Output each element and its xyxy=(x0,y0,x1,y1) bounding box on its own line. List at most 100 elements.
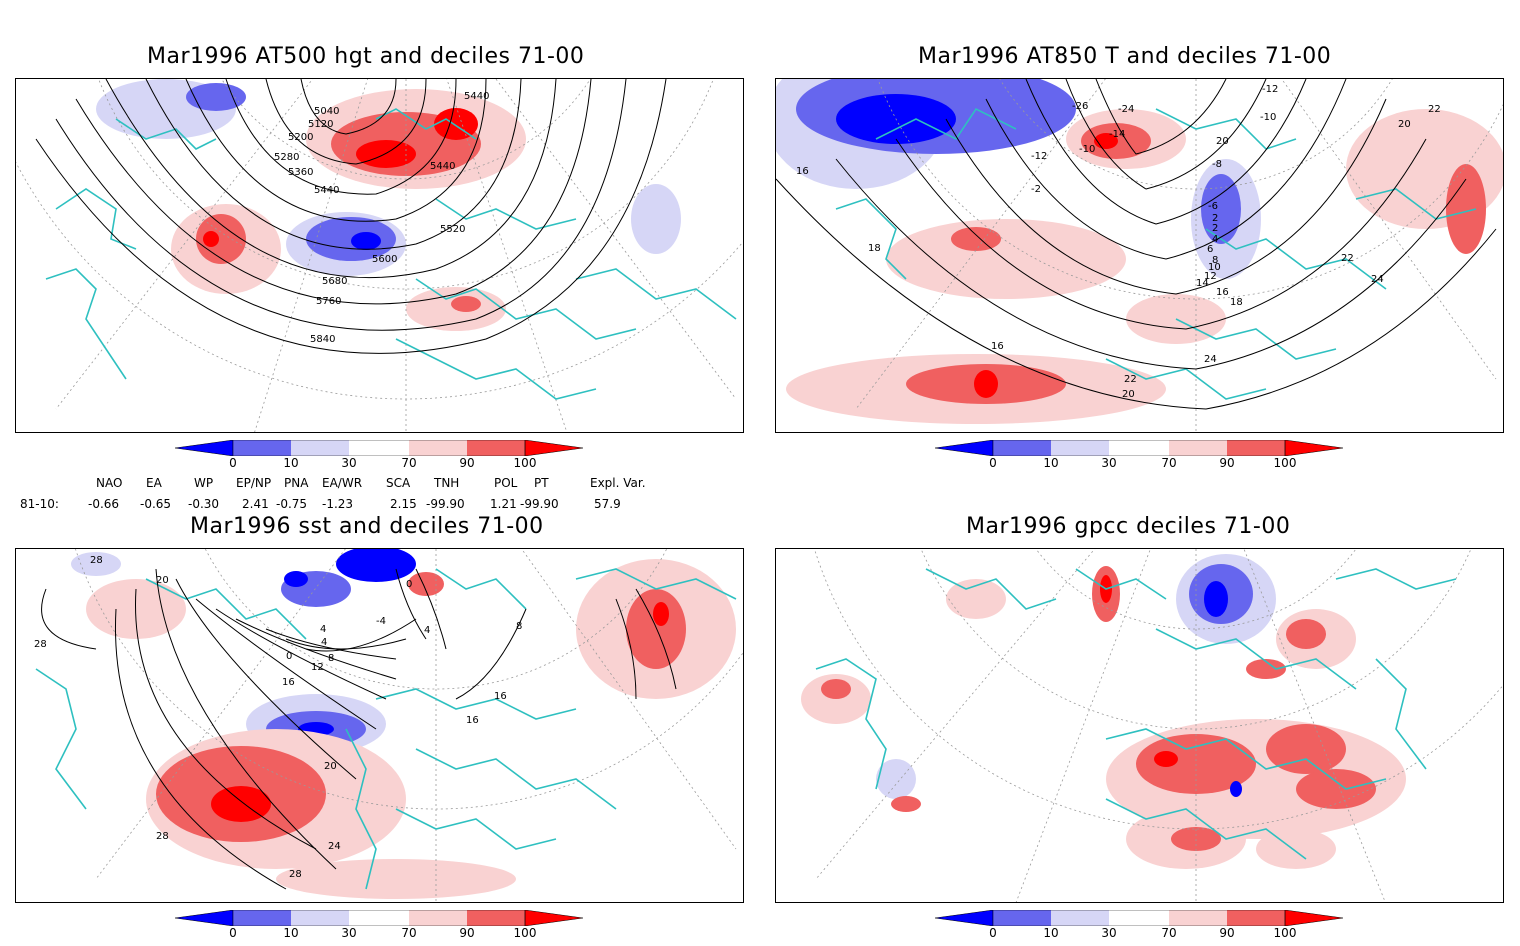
contour-label: 5440 xyxy=(314,185,339,196)
contour-label: 2 xyxy=(1212,213,1218,224)
colorbar-tick: 10 xyxy=(283,456,299,470)
contour-label: -8 xyxy=(1212,159,1222,170)
colorbar-tick: 0 xyxy=(989,926,997,940)
contour-label: 4 xyxy=(1212,234,1218,245)
colorbar-tick: 90 xyxy=(459,926,475,940)
contour-label: 5600 xyxy=(372,254,397,265)
contour-label: 20 xyxy=(1122,389,1135,400)
colorbar-tick: 70 xyxy=(1161,926,1177,940)
contour-label: -24 xyxy=(1118,104,1134,115)
contour-label: 16 xyxy=(991,341,1004,352)
index-header: PT xyxy=(534,476,549,490)
contour-label: 20 xyxy=(1398,119,1411,130)
panel-title-gpcc: Mar1996 gpcc deciles 71-00 xyxy=(966,514,1291,539)
contour-label: 22 xyxy=(1124,374,1137,385)
colorbar-tick: 70 xyxy=(1161,456,1177,470)
contour-label: 24 xyxy=(1371,274,1384,285)
contour-label: 12 xyxy=(311,662,324,673)
contour-label: 16 xyxy=(1216,287,1229,298)
contour-label: 5360 xyxy=(288,167,313,178)
contour-label: 8 xyxy=(1212,255,1218,266)
contour-label: 16 xyxy=(494,691,507,702)
contour-label: 18 xyxy=(868,243,881,254)
contour-label: 5280 xyxy=(274,152,299,163)
panel-title-sst: Mar1996 sst and deciles 71-00 xyxy=(190,514,544,539)
contour-label: 5120 xyxy=(308,119,333,130)
contour-label: 16 xyxy=(796,166,809,177)
contour-label: 5760 xyxy=(316,296,341,307)
colorbar-tick: 70 xyxy=(401,456,417,470)
contour-label: 14 xyxy=(1196,278,1209,289)
contour-label: 0 xyxy=(406,579,412,590)
map-at500: 5040 5120 5200 5280 5360 5440 5440 5440 … xyxy=(15,78,744,433)
teleconnection-index-table: NAO EA WP EP/NP PNA EA/WR SCA TNH POL PT… xyxy=(20,476,720,516)
index-value: -0.75 xyxy=(276,497,308,511)
index-value: -0.66 xyxy=(88,497,120,511)
colorbar-tick: 10 xyxy=(1043,926,1059,940)
contour-label: 12 xyxy=(1204,271,1217,282)
contour-label: 24 xyxy=(1204,354,1217,365)
colorbar-tick: 10 xyxy=(1043,456,1059,470)
contour-label: 5440 xyxy=(430,161,455,172)
contour-label: 20 xyxy=(156,575,169,586)
index-value: -0.30 xyxy=(188,497,220,511)
index-header: POL xyxy=(494,476,518,490)
colorbar-gpcc: 0 10 30 70 90 100 xyxy=(935,910,1355,946)
colorbar-tick: 100 xyxy=(513,926,537,940)
colorbar-sst: 0 10 30 70 90 100 xyxy=(175,910,595,946)
contour-label: 8 xyxy=(516,621,522,632)
contour-label: 28 xyxy=(34,639,47,650)
contour-label: -10 xyxy=(1079,144,1095,155)
colorbar-tick: 30 xyxy=(341,926,357,940)
index-header: TNH xyxy=(434,476,460,490)
index-value: 2.41 xyxy=(242,497,269,511)
index-header: NAO xyxy=(96,476,123,490)
contour-label: 4 xyxy=(321,637,327,648)
colorbar-tick: 100 xyxy=(1273,926,1297,940)
index-row-label: 81-10: xyxy=(20,497,59,511)
index-header: PNA xyxy=(284,476,309,490)
contour-label: 4 xyxy=(320,624,326,635)
contour-label: 5200 xyxy=(288,132,313,143)
index-header: EA/WR xyxy=(322,476,363,490)
contour-label: 18 xyxy=(1230,297,1243,308)
contour-label: 8 xyxy=(328,653,334,664)
index-value: 2.15 xyxy=(390,497,417,511)
contour-label: 20 xyxy=(1216,136,1229,147)
map-gpcc xyxy=(775,548,1504,903)
index-header: EA xyxy=(146,476,162,490)
contour-label: -10 xyxy=(1260,112,1276,123)
contour-label: 4 xyxy=(424,625,430,636)
map-at850: -12 -10 -26 -24 -14 -10 -12 -8 -6 -2 2 2… xyxy=(775,78,1504,433)
index-header: Expl. Var. xyxy=(590,476,646,490)
index-value: -0.65 xyxy=(140,497,172,511)
contour-label: 22 xyxy=(1428,104,1441,115)
contour-label: 5840 xyxy=(310,334,335,345)
panel-title-at850: Mar1996 AT850 T and deciles 71-00 xyxy=(918,44,1332,69)
colorbar-tick: 0 xyxy=(229,456,237,470)
colorbar-tick: 90 xyxy=(1219,456,1235,470)
index-header: WP xyxy=(194,476,214,490)
contour-label: 5440 xyxy=(464,91,489,102)
colorbar-tick: 30 xyxy=(341,456,357,470)
colorbar-tick: 90 xyxy=(459,456,475,470)
colorbar-tick: 0 xyxy=(229,926,237,940)
colorbar-tick: 10 xyxy=(283,926,299,940)
contour-label: 2 xyxy=(1212,223,1218,234)
contour-label: 28 xyxy=(289,869,302,880)
colorbar-tick: 30 xyxy=(1101,456,1117,470)
contour-label: 5520 xyxy=(440,224,465,235)
contour-label: 22 xyxy=(1341,253,1354,264)
contour-label: -26 xyxy=(1072,101,1088,112)
map-sst: 28 20 28 0 4 -4 0 4 8 12 16 16 16 20 24 … xyxy=(15,548,744,903)
contour-label: 20 xyxy=(324,761,337,772)
colorbar-tick: 90 xyxy=(1219,926,1235,940)
contour-label: 10 xyxy=(1208,262,1221,273)
index-header: EP/NP xyxy=(236,476,272,490)
index-value: -99.90 xyxy=(520,497,559,511)
contour-label: -2 xyxy=(1031,184,1041,195)
contour-label: -14 xyxy=(1109,129,1125,140)
colorbar-at850: 0 10 30 70 90 100 xyxy=(935,440,1355,476)
contour-label: 24 xyxy=(328,841,341,852)
contour-label: -12 xyxy=(1031,151,1047,162)
